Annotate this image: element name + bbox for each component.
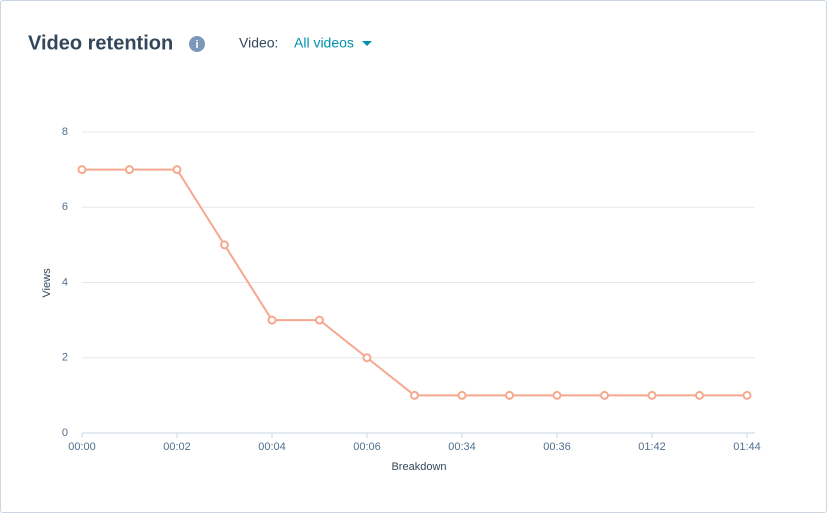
point xyxy=(695,390,704,400)
x-tick-label: 00:02 xyxy=(163,441,191,453)
point xyxy=(172,165,182,175)
y-tick-label: 8 xyxy=(62,126,68,138)
x-axis-label: Breakdown xyxy=(391,461,446,473)
x-tick-label: 00:34 xyxy=(448,441,476,453)
x-tick-label: 01:42 xyxy=(638,441,666,453)
x-tick-label: 00:04 xyxy=(258,441,286,453)
title: Video retention xyxy=(28,32,173,54)
filter-dropdown[interactable]: All videos xyxy=(294,35,354,51)
point xyxy=(552,390,562,400)
point xyxy=(77,165,87,175)
point xyxy=(315,315,324,325)
x-tick-label: 00:36 xyxy=(543,441,571,453)
x-tick-label: 00:06 xyxy=(353,441,381,453)
point xyxy=(125,165,134,175)
info-icon[interactable] xyxy=(189,36,205,52)
y-tick-label: 2 xyxy=(62,352,68,364)
x-tick-label: 01:44 xyxy=(733,441,761,453)
point xyxy=(505,390,514,400)
point xyxy=(742,390,752,400)
x-tick-label: 00:00 xyxy=(68,441,96,453)
y-tick-label: 6 xyxy=(62,201,68,213)
point xyxy=(457,390,467,400)
filter-label: Video: xyxy=(239,35,278,51)
point xyxy=(647,390,657,400)
y-tick-label: 0 xyxy=(62,427,68,439)
point xyxy=(410,390,419,400)
y-axis-label: Views xyxy=(41,268,53,298)
point xyxy=(362,353,372,363)
y-tick-label: 4 xyxy=(62,276,68,288)
dropdown-caret[interactable] xyxy=(362,41,372,46)
point xyxy=(600,390,609,400)
point xyxy=(267,315,277,325)
point xyxy=(220,240,229,250)
info-icon-glyph: i xyxy=(195,39,198,51)
